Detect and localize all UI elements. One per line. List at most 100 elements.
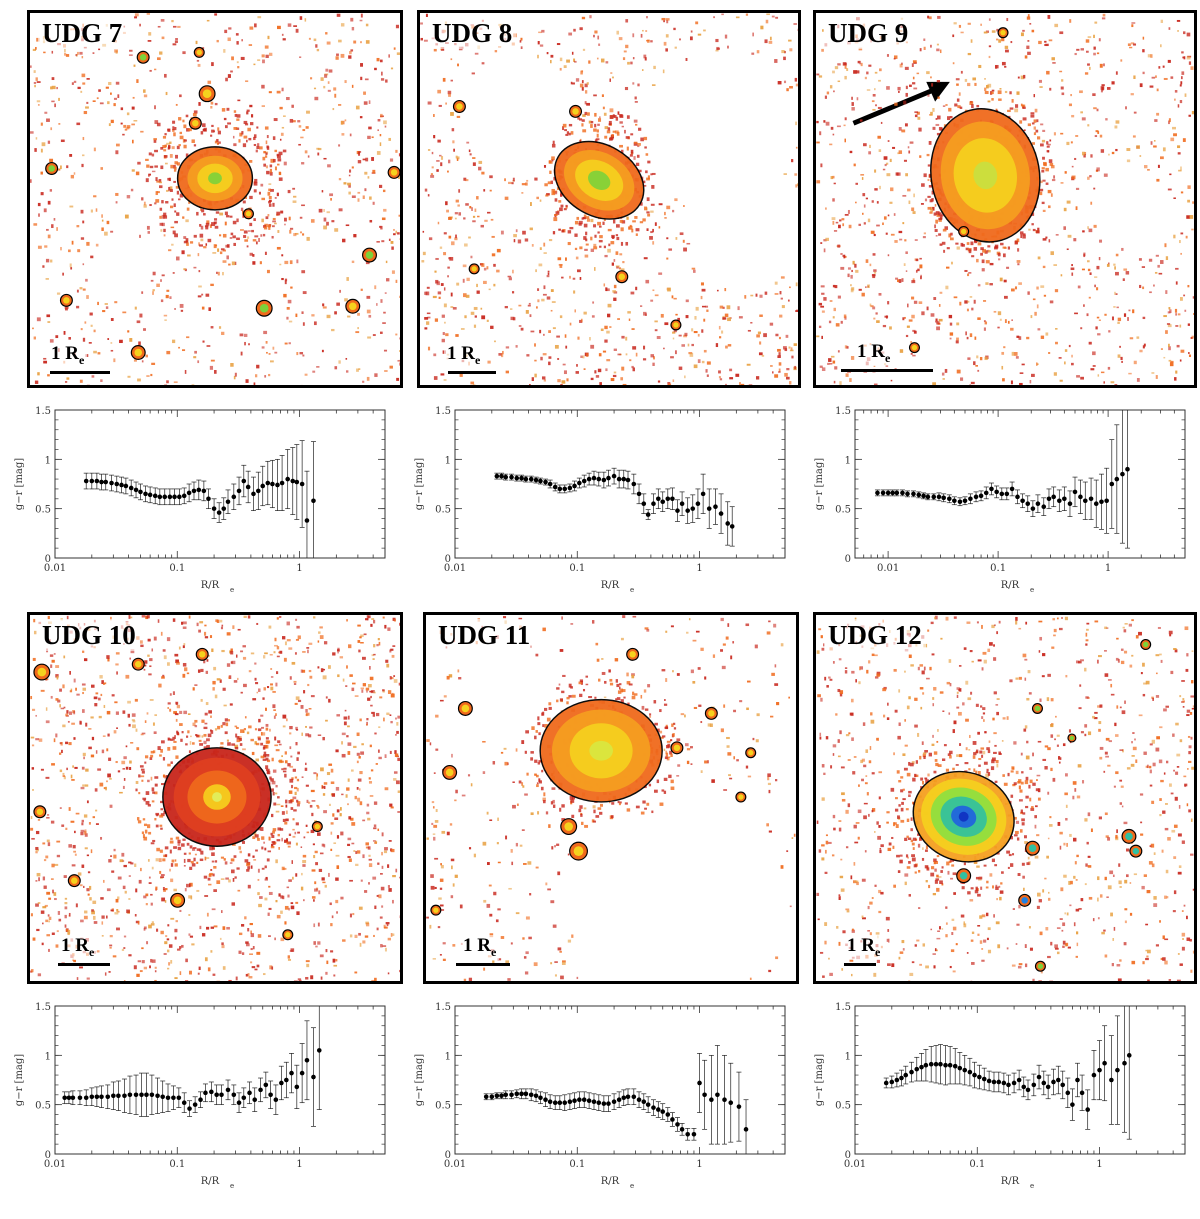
noise-speck (832, 360, 836, 364)
noise-speck (744, 295, 747, 299)
noise-speck (310, 219, 315, 223)
noise-speck (377, 862, 380, 865)
noise-speck (686, 242, 691, 245)
halo-speck (647, 160, 651, 164)
noise-speck (346, 619, 348, 622)
halo-speck (263, 163, 267, 167)
noise-speck (967, 82, 971, 87)
noise-speck (44, 111, 48, 114)
halo-speck (597, 221, 602, 226)
noise-speck (529, 227, 533, 231)
noise-speck (329, 902, 332, 906)
noise-speck (134, 13, 139, 17)
noise-speck (536, 196, 539, 200)
noise-speck (998, 258, 1001, 261)
noise-speck (1114, 266, 1116, 270)
noise-speck (987, 100, 991, 103)
noise-speck (63, 875, 67, 879)
noise-speck (550, 54, 554, 58)
noise-speck (383, 120, 387, 125)
noise-speck (489, 175, 493, 179)
noise-speck (654, 222, 657, 226)
noise-speck (174, 859, 177, 862)
noise-speck (247, 236, 250, 239)
noise-speck (634, 101, 638, 103)
noise-speck (490, 325, 494, 329)
noise-speck (323, 157, 327, 160)
compact-source-core (202, 89, 212, 99)
noise-speck (551, 301, 556, 303)
noise-speck (1183, 56, 1186, 60)
noise-speck (1139, 284, 1142, 289)
noise-speck (1168, 120, 1170, 125)
halo-speck (564, 129, 567, 132)
noise-speck (35, 77, 38, 81)
noise-speck (635, 286, 638, 291)
noise-speck (157, 25, 161, 28)
compact-source-core (48, 165, 55, 172)
noise-speck (394, 750, 397, 755)
halo-speck (217, 127, 220, 131)
noise-speck (336, 53, 339, 56)
noise-speck (1175, 313, 1177, 316)
noise-speck (137, 378, 141, 382)
halo-speck (264, 223, 268, 227)
noise-speck (537, 288, 540, 291)
noise-speck (296, 352, 299, 356)
noise-speck (330, 198, 332, 201)
noise-speck (511, 291, 515, 294)
noise-speck (976, 258, 979, 263)
noise-speck (520, 327, 524, 331)
noise-speck (126, 126, 130, 130)
noise-speck (216, 39, 219, 43)
noise-speck (189, 741, 192, 745)
noise-speck (373, 934, 375, 938)
halo-speck (971, 104, 974, 109)
noise-speck (512, 177, 515, 182)
noise-speck (260, 183, 264, 187)
noise-speck (579, 27, 583, 31)
halo-speck (163, 228, 166, 233)
noise-speck (653, 65, 656, 70)
noise-speck (322, 303, 325, 307)
noise-speck (1017, 263, 1020, 266)
noise-speck (821, 367, 826, 372)
noise-speck (1094, 135, 1098, 138)
noise-speck (389, 649, 392, 653)
noise-speck (923, 232, 927, 235)
halo-speck (1039, 191, 1043, 196)
noise-speck (393, 228, 395, 231)
halo-speck (175, 185, 180, 189)
halo-speck (167, 128, 171, 132)
noise-speck (59, 688, 62, 692)
noise-speck (722, 317, 727, 320)
data-point (700, 491, 706, 497)
noise-speck (203, 245, 207, 249)
noise-speck (423, 39, 428, 42)
noise-speck (202, 340, 205, 343)
galaxy-image (816, 13, 1194, 385)
noise-speck (344, 119, 347, 122)
galaxy-layer (588, 170, 611, 190)
noise-speck (274, 736, 277, 741)
noise-speck (1173, 234, 1176, 239)
noise-speck (174, 308, 176, 310)
noise-speck (1003, 295, 1008, 299)
noise-speck (170, 878, 174, 883)
halo-speck (928, 173, 931, 178)
halo-speck (261, 197, 266, 201)
noise-speck (818, 302, 823, 306)
noise-speck (502, 350, 504, 355)
noise-speck (282, 714, 287, 719)
noise-speck (820, 285, 825, 288)
noise-speck (851, 269, 853, 273)
noise-speck (1090, 154, 1093, 158)
noise-speck (847, 209, 850, 214)
noise-speck (759, 341, 762, 345)
halo-speck (577, 117, 580, 120)
noise-speck (935, 235, 938, 237)
x-tick-label: 1 (1105, 563, 1111, 574)
noise-speck (355, 851, 358, 855)
noise-speck (840, 320, 843, 324)
halo-speck (227, 122, 232, 125)
